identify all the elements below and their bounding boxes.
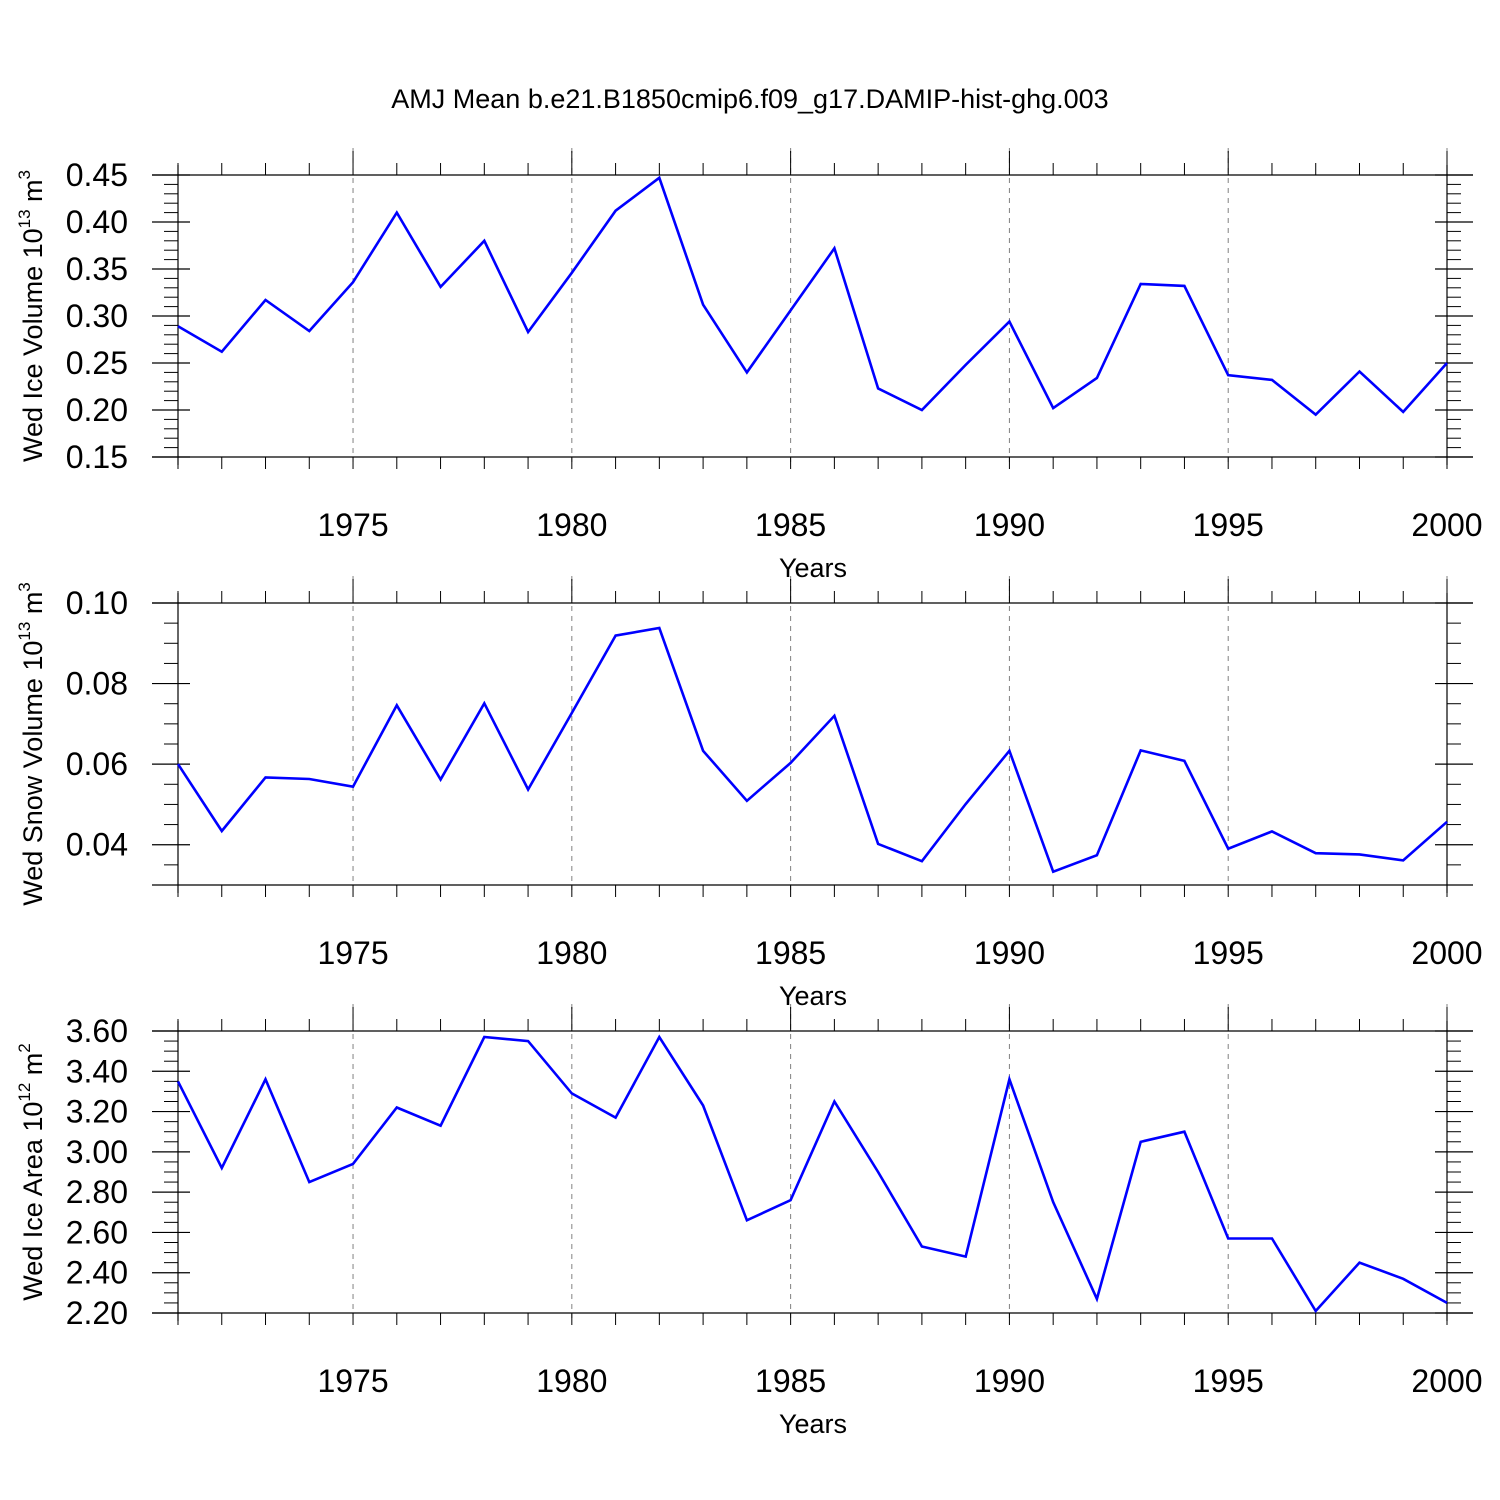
x-tick-label: 1985 (755, 507, 826, 543)
y-tick-label: 0.06 (66, 746, 128, 782)
series-line (176, 1034, 1448, 1314)
series-line (176, 626, 1448, 874)
x-axis-label: Years (779, 981, 847, 1011)
panel-1: 0.15 0.20 0.25 0.30 0.35 0.40 0.45 1975 1980 1985… (15, 148, 1483, 583)
y-tick-label: 3.20 (66, 1094, 128, 1130)
x-tick-label: 1990 (974, 935, 1045, 971)
y-tick-label: 2.20 (66, 1295, 128, 1331)
y-tick-label: 0.35 (66, 251, 128, 287)
y-axis-label: Wed Ice Area 1012 m2 (15, 1043, 48, 1301)
x-tick-label: 1980 (536, 507, 607, 543)
x-tick-label: 2000 (1411, 1363, 1482, 1399)
x-tick-label: 1990 (974, 1363, 1045, 1399)
x-tick-label: 1980 (536, 935, 607, 971)
y-tick-label: 2.80 (66, 1174, 128, 1210)
x-tick-label: 1975 (317, 935, 388, 971)
x-tick-label: 2000 (1411, 507, 1482, 543)
y-tick-label: 0.04 (66, 827, 128, 863)
y-tick-label: 0.25 (66, 345, 128, 381)
x-tick-label: 1990 (974, 507, 1045, 543)
x-tick-label: 1975 (317, 1363, 388, 1399)
y-tick-label: 2.60 (66, 1214, 128, 1250)
y-tick-label: 0.30 (66, 298, 128, 334)
y-tick-label: 3.00 (66, 1134, 128, 1170)
x-axis-label: Years (779, 553, 847, 583)
y-tick-label: 3.40 (66, 1053, 128, 1089)
y-tick-label: 0.20 (66, 392, 128, 428)
y-tick-label: 0.40 (66, 204, 128, 240)
x-tick-label: 1980 (536, 1363, 607, 1399)
y-tick-label: 2.40 (66, 1255, 128, 1291)
x-tick-label: 1995 (1193, 1363, 1264, 1399)
y-axis-label: Wed Ice Volume 1013 m3 (15, 170, 48, 462)
panel-3: 2.20 2.40 2.60 2.80 3.00 3.20 3.40 3.60 1975 1980… (15, 1004, 1483, 1439)
panel-2: 0.04 0.06 0.08 0.10 1975 1980 1985 1990 1995 2000… (15, 576, 1483, 1011)
x-tick-label: 1995 (1193, 507, 1264, 543)
x-tick-label: 2000 (1411, 935, 1482, 971)
x-axis-label: Years (779, 1409, 847, 1439)
x-tick-label: 1985 (755, 935, 826, 971)
x-tick-label: 1975 (317, 507, 388, 543)
y-tick-label: 0.45 (66, 157, 128, 193)
y-axis-label: Wed Snow Volume 1013 m3 (15, 582, 48, 906)
series-line (177, 175, 1448, 417)
x-tick-label: 1985 (755, 1363, 826, 1399)
y-tick-label: 3.60 (66, 1013, 128, 1049)
figure-title: AMJ Mean b.e21.B1850cmip6.f09_g17.DAMIP-… (391, 84, 1109, 114)
y-tick-label: 0.10 (66, 585, 128, 621)
x-tick-label: 1995 (1193, 935, 1264, 971)
y-tick-label: 0.08 (66, 666, 128, 702)
y-tick-label: 0.15 (66, 439, 128, 475)
